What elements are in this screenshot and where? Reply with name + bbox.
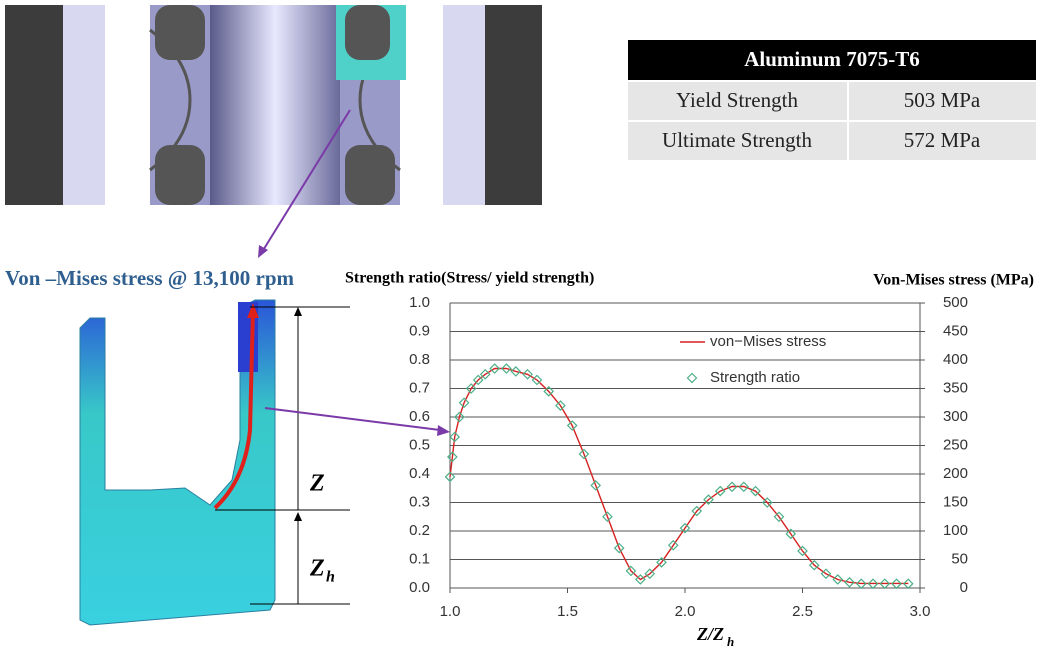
diamond-marker: [773, 511, 785, 523]
diamond-marker: [667, 539, 679, 551]
label-zh: Z: [309, 556, 325, 582]
diamond-marker: [578, 448, 590, 460]
diamond-marker: [679, 522, 691, 534]
diamond-marker: [449, 431, 461, 443]
diamond-marker: [444, 471, 456, 483]
y-tick-label: 0.9: [409, 322, 430, 339]
diamond-marker: [447, 451, 458, 463]
y-tick-label: 0.6: [409, 408, 430, 425]
y2-tick-label: 450: [943, 322, 968, 339]
diamond-marker: [797, 545, 808, 557]
diamond-marker: [465, 383, 477, 394]
diamond-marker: [644, 568, 656, 580]
y2-tick-label: 300: [943, 408, 968, 425]
diamond-marker: [656, 557, 667, 568]
fe-image: Von –Mises stress @ 13,100 rpm Z Z h: [5, 266, 450, 626]
diamond-marker: [566, 420, 578, 431]
diamond-marker: [855, 578, 867, 590]
y2-tick-label: 250: [943, 436, 968, 453]
x-tick-label: 1.0: [440, 603, 461, 620]
diamond-marker: [844, 576, 855, 588]
legend-marker: [686, 372, 698, 384]
diamond-marker: [891, 578, 902, 590]
diamond-marker: [691, 505, 703, 517]
series-line: [449, 367, 909, 585]
y-tick-label: 0.0: [409, 579, 430, 596]
diamond-marker: [543, 386, 555, 397]
legend-label: von−Mises stress: [710, 333, 826, 350]
diamond-marker: [613, 542, 625, 554]
y2-tick-label: 200: [943, 465, 968, 482]
diamond-marker: [458, 397, 470, 409]
diamond-marker: [522, 368, 533, 380]
y-tick-label: 0.3: [409, 493, 430, 510]
y-tick-label: 0.1: [409, 550, 430, 567]
diamond-marker: [479, 368, 491, 380]
table-cell: Yield Strength: [676, 88, 798, 112]
figure-caption: Von –Mises stress @ 13,100 rpm: [5, 266, 295, 290]
property-table: Aluminum 7075-T6 Yield Strength 503 MPa …: [628, 40, 1036, 160]
label-zh-sub: h: [326, 569, 335, 586]
diamond-marker: [902, 578, 914, 590]
diamond-marker: [555, 400, 566, 411]
diamond-marker: [761, 497, 773, 508]
x-tick-label: 1.5: [557, 603, 578, 620]
y-tick-label: 0.8: [409, 351, 430, 368]
diamond-marker: [738, 481, 750, 493]
diamond-marker: [726, 481, 738, 493]
y2-tick-label: 150: [943, 493, 968, 510]
y-tick-label: 0.4: [409, 465, 430, 482]
diamond-marker: [808, 559, 820, 571]
cad-image: [5, 5, 542, 258]
table-cell: 572 MPa: [904, 128, 981, 152]
x-tick-label: 3.0: [910, 603, 931, 620]
diamond-marker: [472, 374, 484, 386]
y-axis-title: Strength ratio(Stress/ yield strength): [345, 270, 594, 287]
y-tick-label: 1.0: [409, 294, 430, 311]
table-title: Aluminum 7075-T6: [744, 47, 920, 71]
diamond-marker: [635, 574, 646, 585]
y2-tick-label: 100: [943, 522, 968, 539]
y2-tick-label: 0: [960, 579, 968, 596]
diamond-marker: [625, 565, 637, 577]
y-tick-label: 0.5: [409, 436, 430, 453]
diamond-marker: [785, 528, 797, 540]
diamond-marker: [703, 494, 714, 505]
x-axis-title-sub: h: [727, 634, 734, 649]
y-tick-label: 0.7: [409, 379, 430, 396]
y2-tick-label: 400: [943, 351, 968, 368]
legend-label: Strength ratio: [710, 369, 800, 386]
diamond-marker: [602, 511, 613, 523]
table-cell: 503 MPa: [904, 88, 981, 112]
diamond-marker: [590, 480, 602, 491]
diamond-marker: [489, 363, 500, 374]
y2-tick-label: 350: [943, 379, 968, 396]
diamond-marker: [820, 568, 832, 580]
y2-tick-label: 500: [943, 294, 968, 311]
x-axis-title: Z/Z: [696, 624, 724, 644]
diamond-marker: [867, 578, 879, 590]
diamond-marker: [531, 374, 543, 386]
y2-tick-label: 50: [951, 550, 968, 567]
diamond-marker: [510, 366, 522, 377]
diamond-marker: [714, 485, 726, 497]
label-z: Z: [309, 471, 325, 497]
diamond-marker: [501, 363, 512, 374]
y-tick-label: 0.2: [409, 522, 430, 539]
diamond-marker: [879, 578, 891, 590]
diamond-marker: [750, 485, 761, 497]
x-tick-label: 2.5: [792, 603, 813, 620]
x-tick-label: 2.0: [675, 603, 696, 620]
y2-axis-title: Von-Mises stress (MPa): [873, 272, 1034, 289]
table-cell: Ultimate Strength: [662, 128, 812, 152]
diamond-marker: [832, 574, 844, 585]
diamond-marker: [454, 411, 465, 423]
